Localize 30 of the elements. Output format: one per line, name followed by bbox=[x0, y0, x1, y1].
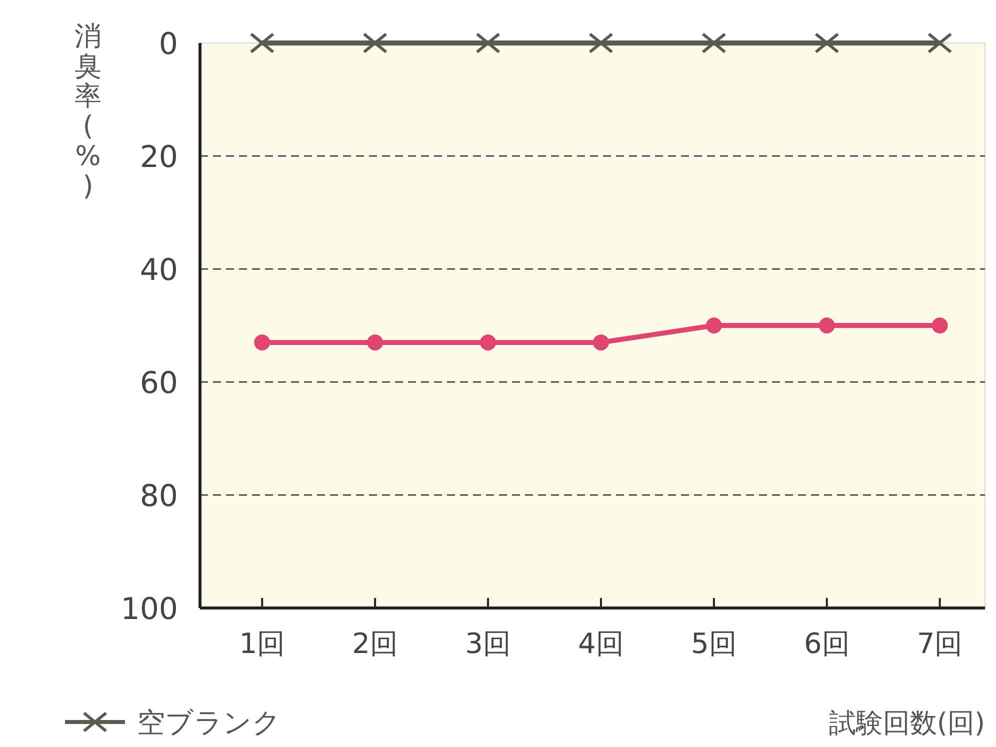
x-tick-label: 4回 bbox=[578, 627, 624, 660]
point bbox=[927, 32, 952, 54]
point bbox=[706, 318, 722, 334]
point bbox=[701, 32, 726, 54]
x-tick-label: 5回 bbox=[691, 627, 737, 660]
point bbox=[814, 32, 840, 54]
y-tick-label: 0 bbox=[158, 27, 178, 62]
x-tick-label: 7回 bbox=[916, 627, 963, 660]
point bbox=[818, 318, 835, 334]
y-tick-label: 80 bbox=[140, 479, 178, 514]
x-tick-label: 2回 bbox=[352, 627, 398, 660]
point bbox=[480, 334, 496, 350]
point bbox=[254, 334, 270, 350]
y-tick-label: 60 bbox=[140, 366, 178, 401]
y-axis-title: 消臭率(%) bbox=[74, 21, 102, 202]
point bbox=[362, 32, 388, 54]
point bbox=[476, 32, 501, 54]
point bbox=[250, 32, 275, 54]
x-axis-title: 試験回数(回) bbox=[828, 708, 985, 739]
y-tick-label: 40 bbox=[140, 253, 178, 288]
point bbox=[932, 318, 948, 334]
x-tick-label: 6回 bbox=[804, 627, 850, 660]
legend-label: 空ブランク bbox=[137, 706, 281, 739]
x-tick-label: 1回 bbox=[239, 627, 286, 660]
point bbox=[592, 334, 609, 350]
point bbox=[588, 32, 614, 54]
y-tick-label: 100 bbox=[120, 592, 178, 627]
x-tick-label: 3回 bbox=[465, 627, 511, 660]
y-tick-label: 20 bbox=[140, 140, 178, 175]
point bbox=[367, 334, 384, 350]
